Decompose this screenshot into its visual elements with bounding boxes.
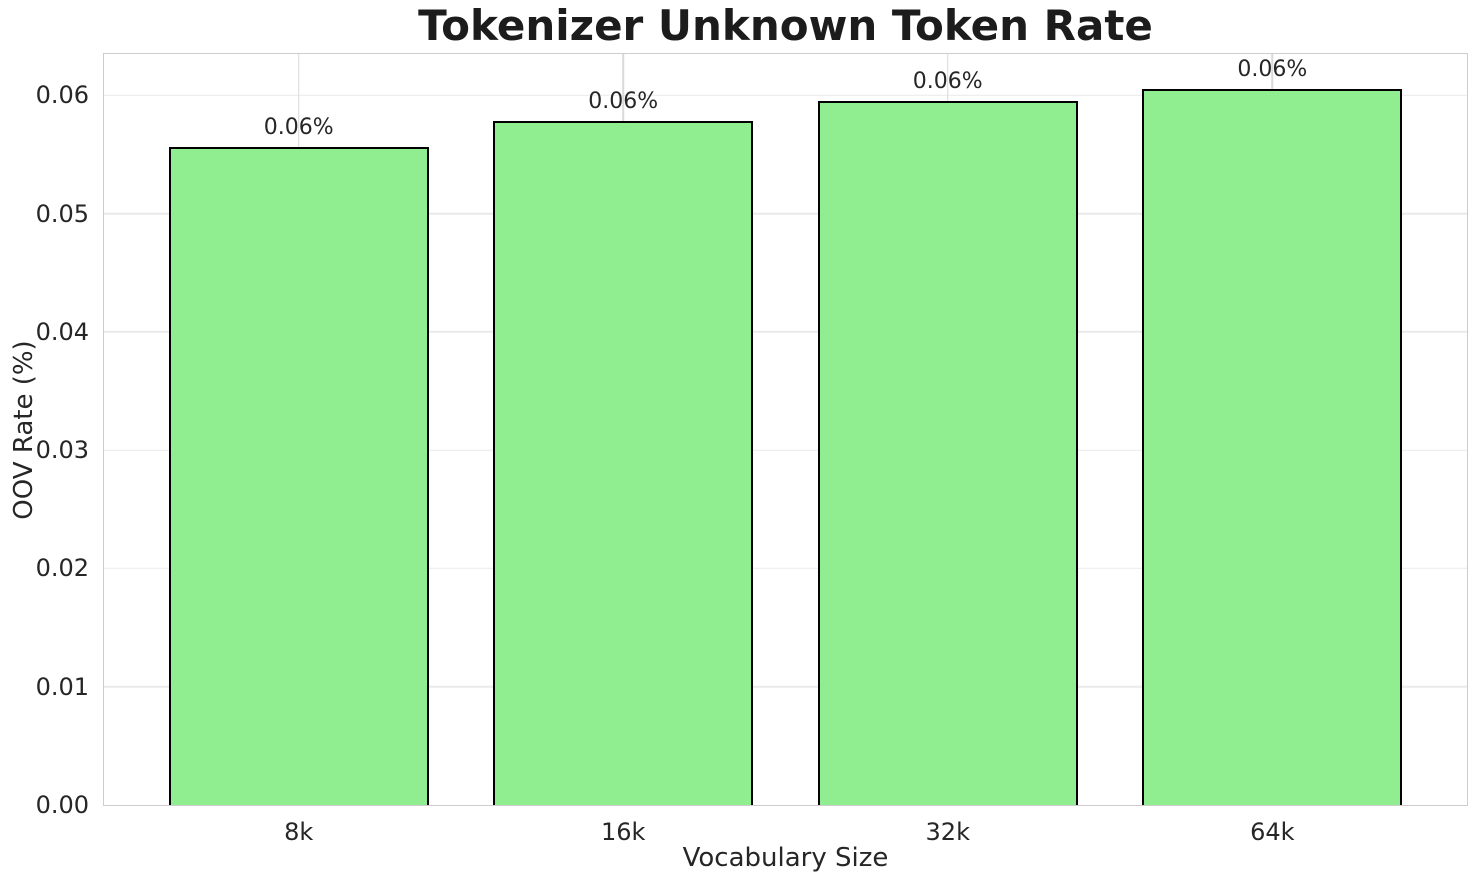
y-tick-label: 0.05 [35, 199, 89, 228]
bar-64k [1142, 89, 1403, 805]
x-tick-label: 8k [284, 818, 314, 846]
plot-area: 0.06% 8k 0.06% 16k 0.06% 32k 0.06% 64k 0.00 0.01 0… [36, 53, 1468, 846]
horizontal-gridline [104, 331, 1467, 333]
x-tick-label: 16k [601, 818, 646, 846]
bar-32k [817, 101, 1078, 805]
bar-16k [493, 121, 754, 805]
chart-title: Tokenizer Unknown Token Rate [418, 1, 1153, 50]
bar-value-label: 0.06% [588, 89, 659, 115]
y-tick-label: 0.06 [35, 81, 89, 110]
horizontal-gridline [104, 94, 1467, 97]
horizontal-gridline [104, 212, 1467, 215]
x-tick-label: 64k [1250, 818, 1295, 846]
horizontal-gridline [104, 449, 1467, 451]
y-tick-label: 0.00 [35, 791, 89, 819]
y-tick-label: 0.01 [35, 672, 89, 701]
x-tick-label: 32k [925, 818, 970, 846]
x-axis-label: Vocabulary Size [682, 843, 889, 873]
bar-value-label: 0.06% [912, 69, 983, 95]
y-tick-label: 0.04 [35, 317, 89, 346]
bar-value-label: 0.06% [263, 115, 334, 141]
bar-value-label: 0.06% [1237, 57, 1308, 83]
y-axis-label: OOV Rate (%) [9, 340, 39, 520]
horizontal-gridline [104, 567, 1467, 570]
horizontal-gridline [104, 685, 1467, 688]
y-tick-label: 0.03 [35, 436, 89, 465]
bar-8k [168, 147, 429, 805]
y-tick-label: 0.02 [35, 554, 89, 583]
